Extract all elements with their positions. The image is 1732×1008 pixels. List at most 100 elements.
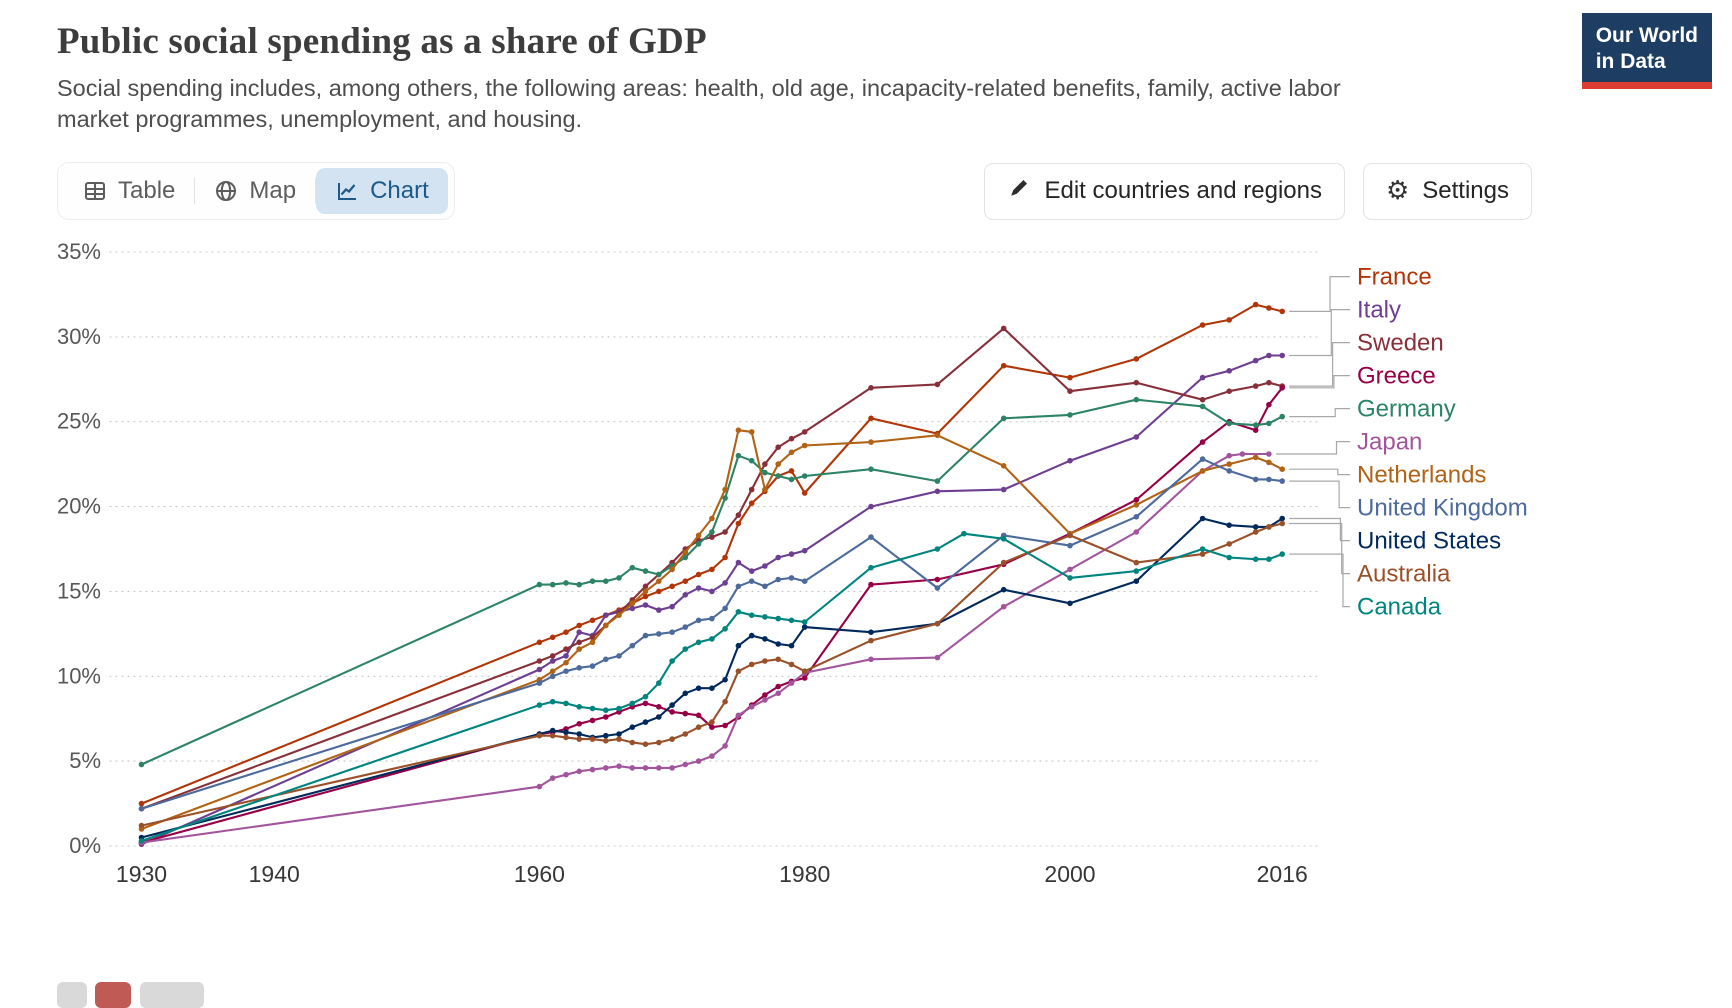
data-point[interactable] (709, 515, 715, 522)
data-point[interactable] (1226, 420, 1232, 427)
data-point[interactable] (549, 653, 556, 659)
data-point[interactable] (1226, 368, 1232, 374)
data-point[interactable] (1067, 600, 1073, 607)
data-point[interactable] (656, 607, 662, 613)
data-point[interactable] (775, 576, 781, 583)
data-point[interactable] (138, 805, 145, 812)
series-line[interactable] (141, 517, 1283, 839)
data-point[interactable] (682, 731, 689, 737)
data-point[interactable] (603, 714, 609, 720)
data-point[interactable] (748, 704, 755, 710)
data-point[interactable] (576, 629, 582, 636)
data-point[interactable] (934, 620, 941, 627)
data-point[interactable] (934, 576, 941, 583)
data-point[interactable] (563, 629, 569, 636)
data-point[interactable] (1199, 546, 1206, 552)
data-point[interactable] (762, 486, 768, 493)
data-point[interactable] (775, 461, 781, 467)
series-united-kingdom[interactable] (138, 456, 1285, 812)
data-point[interactable] (735, 520, 742, 527)
data-point[interactable] (549, 732, 556, 739)
data-point[interactable] (603, 738, 609, 744)
data-point[interactable] (589, 766, 596, 773)
data-point[interactable] (563, 700, 569, 707)
data-point[interactable] (563, 580, 569, 586)
data-point[interactable] (603, 765, 609, 771)
data-point[interactable] (748, 486, 755, 493)
data-point[interactable] (762, 658, 768, 664)
data-point[interactable] (603, 578, 609, 585)
series-line[interactable] (141, 429, 1283, 831)
data-point[interactable] (868, 385, 874, 391)
data-point[interactable] (1226, 452, 1232, 459)
data-point[interactable] (1067, 542, 1073, 549)
data-point[interactable] (589, 578, 596, 585)
data-point[interactable] (549, 658, 556, 664)
series-label-japan[interactable]: Japan (1357, 429, 1422, 456)
data-point[interactable] (934, 585, 941, 591)
data-point[interactable] (642, 741, 649, 748)
data-point[interactable] (934, 654, 941, 661)
data-point[interactable] (934, 381, 941, 388)
data-point[interactable] (788, 617, 795, 624)
data-point[interactable] (1266, 420, 1272, 427)
data-point[interactable] (1000, 415, 1007, 422)
data-point[interactable] (682, 549, 689, 556)
data-point[interactable] (748, 578, 755, 585)
series-label-netherlands[interactable]: Netherlands (1357, 462, 1486, 489)
data-point[interactable] (656, 714, 662, 720)
data-point[interactable] (1199, 322, 1206, 328)
data-point[interactable] (748, 632, 755, 639)
data-point[interactable] (695, 712, 702, 719)
data-point[interactable] (762, 563, 768, 569)
data-point[interactable] (1252, 427, 1259, 434)
data-point[interactable] (563, 653, 569, 659)
data-point[interactable] (629, 600, 636, 607)
data-point[interactable] (1133, 529, 1140, 535)
data-point[interactable] (1252, 476, 1259, 483)
data-point[interactable] (1067, 374, 1073, 381)
data-point[interactable] (549, 727, 556, 734)
data-point[interactable] (656, 739, 662, 746)
data-point[interactable] (642, 583, 649, 590)
series-line[interactable] (141, 398, 1283, 766)
series-label-italy[interactable]: Italy (1357, 297, 1401, 324)
series-label-france[interactable]: France (1357, 264, 1432, 291)
data-point[interactable] (589, 634, 596, 641)
data-point[interactable] (762, 461, 768, 467)
data-point[interactable] (563, 668, 569, 675)
data-point[interactable] (1279, 413, 1285, 420)
data-point[interactable] (695, 541, 702, 547)
data-point[interactable] (629, 739, 636, 746)
data-point[interactable] (536, 581, 543, 588)
data-point[interactable] (801, 442, 808, 449)
data-point[interactable] (1133, 396, 1140, 403)
data-point[interactable] (1279, 466, 1285, 473)
data-point[interactable] (695, 758, 702, 764)
data-point[interactable] (934, 546, 941, 552)
data-point[interactable] (1279, 520, 1285, 527)
data-point[interactable] (656, 578, 662, 585)
data-point[interactable] (1226, 554, 1232, 561)
data-point[interactable] (722, 626, 728, 632)
series-germany[interactable] (138, 396, 1285, 768)
data-point[interactable] (1252, 556, 1259, 563)
data-point[interactable] (775, 656, 781, 663)
data-point[interactable] (1000, 486, 1007, 493)
data-point[interactable] (762, 583, 768, 590)
data-point[interactable] (868, 581, 874, 588)
data-point[interactable] (1252, 524, 1259, 530)
data-point[interactable] (1000, 463, 1007, 469)
data-point[interactable] (1133, 434, 1140, 440)
data-point[interactable] (603, 622, 609, 629)
data-point[interactable] (1199, 551, 1206, 557)
data-point[interactable] (1266, 305, 1272, 311)
data-point[interactable] (722, 529, 728, 535)
data-point[interactable] (788, 468, 795, 474)
data-point[interactable] (695, 585, 702, 591)
series-line[interactable] (141, 387, 1284, 844)
data-point[interactable] (722, 698, 728, 705)
data-point[interactable] (603, 707, 609, 714)
data-point[interactable] (669, 736, 675, 742)
data-point[interactable] (775, 473, 781, 479)
